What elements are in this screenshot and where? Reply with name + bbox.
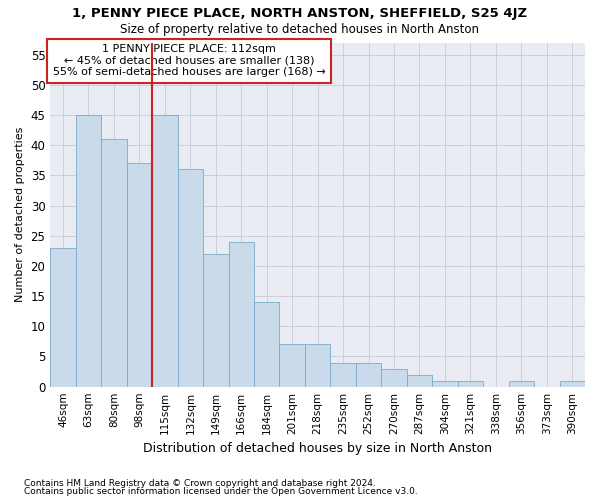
Bar (229, 242, 254, 386)
Text: Size of property relative to detached houses in North Anston: Size of property relative to detached ho… (121, 22, 479, 36)
Bar (76, 115, 101, 386)
X-axis label: Distribution of detached houses by size in North Anston: Distribution of detached houses by size … (143, 442, 492, 455)
Bar (101, 139, 127, 386)
Bar (458, 380, 483, 386)
Bar (407, 374, 432, 386)
Y-axis label: Number of detached properties: Number of detached properties (15, 127, 25, 302)
Bar (50, 248, 76, 386)
Bar (432, 380, 458, 386)
Text: Contains public sector information licensed under the Open Government Licence v3: Contains public sector information licen… (24, 487, 418, 496)
Text: 1 PENNY PIECE PLACE: 112sqm
← 45% of detached houses are smaller (138)
55% of se: 1 PENNY PIECE PLACE: 112sqm ← 45% of det… (53, 44, 326, 78)
Bar (509, 380, 534, 386)
Bar (254, 302, 280, 386)
Text: Contains HM Land Registry data © Crown copyright and database right 2024.: Contains HM Land Registry data © Crown c… (24, 478, 376, 488)
Bar (305, 344, 331, 387)
Text: 1, PENNY PIECE PLACE, NORTH ANSTON, SHEFFIELD, S25 4JZ: 1, PENNY PIECE PLACE, NORTH ANSTON, SHEF… (73, 8, 527, 20)
Bar (382, 368, 407, 386)
Bar (178, 170, 203, 386)
Bar (560, 380, 585, 386)
Bar (152, 115, 178, 386)
Bar (203, 254, 229, 386)
Bar (356, 362, 382, 386)
Bar (127, 164, 152, 386)
Bar (280, 344, 305, 387)
Bar (331, 362, 356, 386)
